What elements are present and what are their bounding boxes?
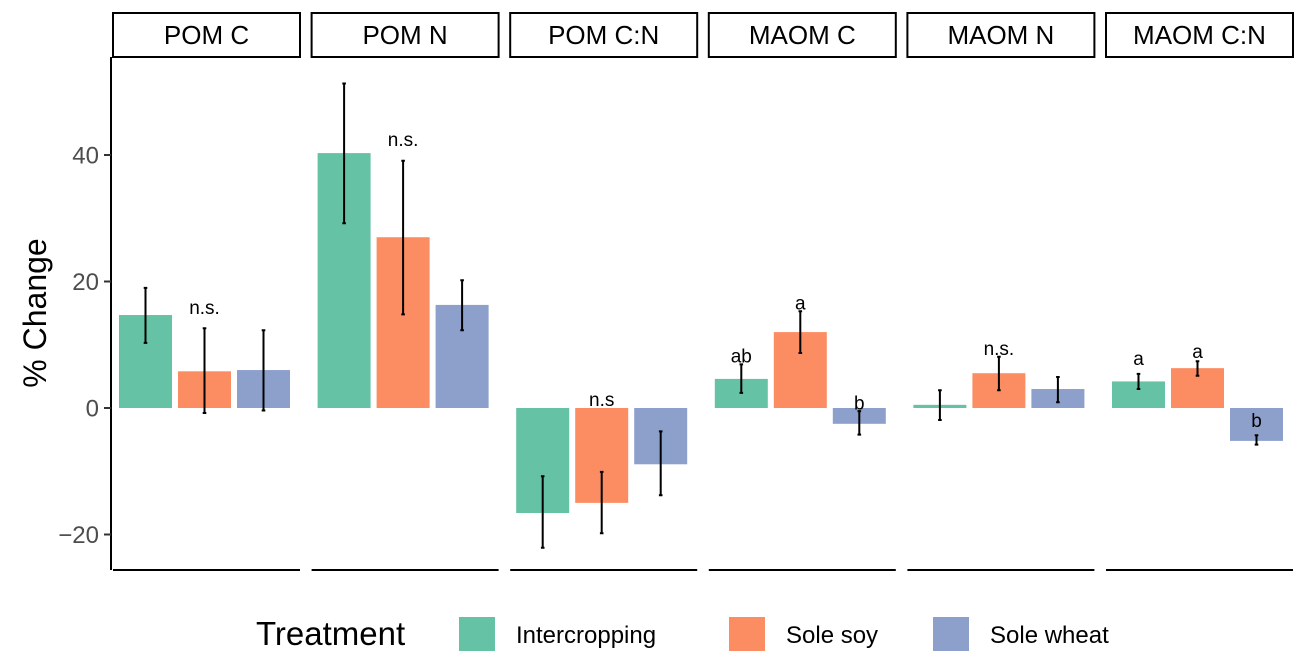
error-bar: [460, 279, 464, 332]
legend-label: Sole wheat: [990, 622, 1109, 649]
facet-strip: [310, 12, 500, 58]
error-bar: [599, 470, 604, 535]
facet-strip-label: MAOM C:N: [1133, 20, 1266, 50]
y-tick-label: 0: [86, 396, 99, 423]
legend-label: Intercropping: [516, 622, 656, 649]
facet-strip: [509, 12, 699, 58]
error-bar: [997, 355, 1001, 392]
y-tick-label: 20: [72, 269, 99, 296]
y-tick-label: 40: [72, 143, 99, 170]
error-bar: [143, 286, 148, 344]
error-bar: [798, 310, 803, 354]
facet-strip: [1105, 12, 1294, 58]
significance-label: a: [795, 293, 806, 314]
legend-label: Sole soy: [786, 622, 878, 649]
significance-label: b: [1251, 411, 1262, 432]
facet-strip-label: MAOM N: [947, 20, 1054, 50]
error-bar: [739, 363, 744, 394]
facet-strip-label: POM C: [164, 20, 249, 50]
facet-strip-label: POM C:N: [548, 20, 659, 50]
y-tick-label: −20: [58, 522, 99, 549]
legend-title: Treatment: [256, 615, 405, 652]
panel-maom-c-n: MAOM C:N a a b: [1105, 12, 1294, 571]
error-bar: [1056, 376, 1060, 404]
panel-maom-n: MAOM N n.s.: [906, 12, 1096, 571]
significance-label: n.s.: [388, 130, 419, 151]
significance-label: a: [1192, 342, 1203, 363]
error-bar: [1254, 434, 1259, 446]
legend: Treatment Intercropping Sole soy Sole wheat: [256, 615, 1109, 652]
error-bar: [938, 389, 942, 422]
significance-label: n.s.: [189, 298, 220, 319]
facet-strip-label: POM N: [362, 20, 447, 50]
error-bar: [401, 159, 405, 316]
legend-key-sole-wheat: [933, 617, 969, 651]
significance-label: a: [1133, 349, 1144, 370]
facet-strip: [112, 12, 301, 58]
y-axis-ticks: −20 0 20 40: [58, 143, 111, 549]
facet-strip: [906, 12, 1096, 58]
significance-label: ab: [731, 347, 752, 368]
error-bar: [1136, 372, 1141, 391]
legend-key-intercropping: [459, 617, 495, 651]
error-bar: [857, 410, 862, 436]
panel-pom-n: POM N n.s.: [310, 12, 500, 571]
panel-pom-c: POM C n.s.: [112, 12, 301, 571]
significance-label: n.s.: [984, 339, 1015, 360]
legend-key-sole-soy: [729, 617, 765, 651]
significance-label: b: [854, 393, 865, 414]
error-bar: [202, 327, 207, 415]
error-bar: [261, 329, 266, 412]
panel-pom-c-n: POM C:N n.s: [509, 12, 699, 571]
error-bar: [658, 430, 663, 497]
facet-strip: [707, 12, 897, 58]
error-bar: [1195, 360, 1200, 377]
y-axis-title: % Change: [17, 238, 53, 387]
significance-label: n.s: [589, 390, 614, 411]
error-bar: [342, 82, 346, 225]
error-bar: [540, 475, 545, 549]
facet-strip-label: MAOM C: [749, 20, 856, 50]
